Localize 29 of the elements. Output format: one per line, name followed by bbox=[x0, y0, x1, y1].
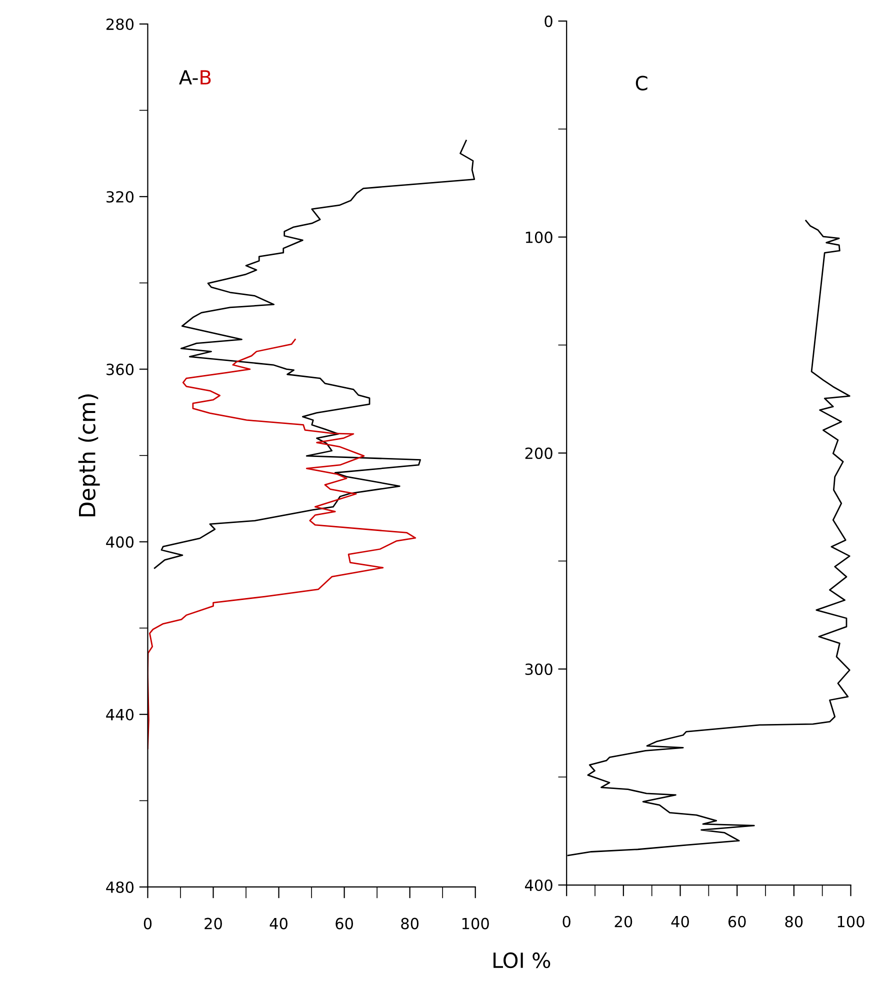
y-tick-label: 0 bbox=[544, 16, 552, 28]
x-tick-label: 100 bbox=[838, 916, 864, 928]
x-tick-label: 80 bbox=[785, 916, 803, 928]
y-tick-label: 200 bbox=[525, 448, 552, 460]
y-axis-title: Depth (cm) bbox=[78, 394, 100, 516]
y-tick-label: 400 bbox=[524, 879, 552, 892]
x-tick-label: 40 bbox=[270, 918, 288, 930]
x-tick-label: 60 bbox=[728, 916, 746, 928]
y-tick-label: 100 bbox=[526, 232, 552, 244]
text: A- bbox=[179, 70, 198, 84]
x-tick-label: 20 bbox=[204, 918, 222, 930]
line-series bbox=[154, 140, 476, 569]
text: B bbox=[200, 70, 211, 84]
x-tick-label: 60 bbox=[336, 918, 354, 930]
x-tick-label: 100 bbox=[462, 918, 489, 930]
x-axis-title: LOI % bbox=[494, 952, 550, 968]
y-tick-label: 440 bbox=[106, 708, 134, 720]
x-tick-label: 20 bbox=[614, 916, 632, 928]
y-tick-label: 280 bbox=[106, 18, 134, 30]
x-tick-label: 0 bbox=[562, 916, 570, 928]
x-tick-label: 40 bbox=[671, 916, 689, 928]
x-tick-label: 80 bbox=[401, 918, 419, 930]
text: C bbox=[636, 76, 648, 90]
y-tick-label: 300 bbox=[525, 663, 552, 676]
y-tick-label: 400 bbox=[106, 536, 134, 548]
y-tick-label: 480 bbox=[106, 881, 134, 893]
y-tick-label: 320 bbox=[106, 191, 134, 203]
y-tick-label: 360 bbox=[106, 364, 134, 376]
x-tick-label: 0 bbox=[144, 918, 152, 930]
